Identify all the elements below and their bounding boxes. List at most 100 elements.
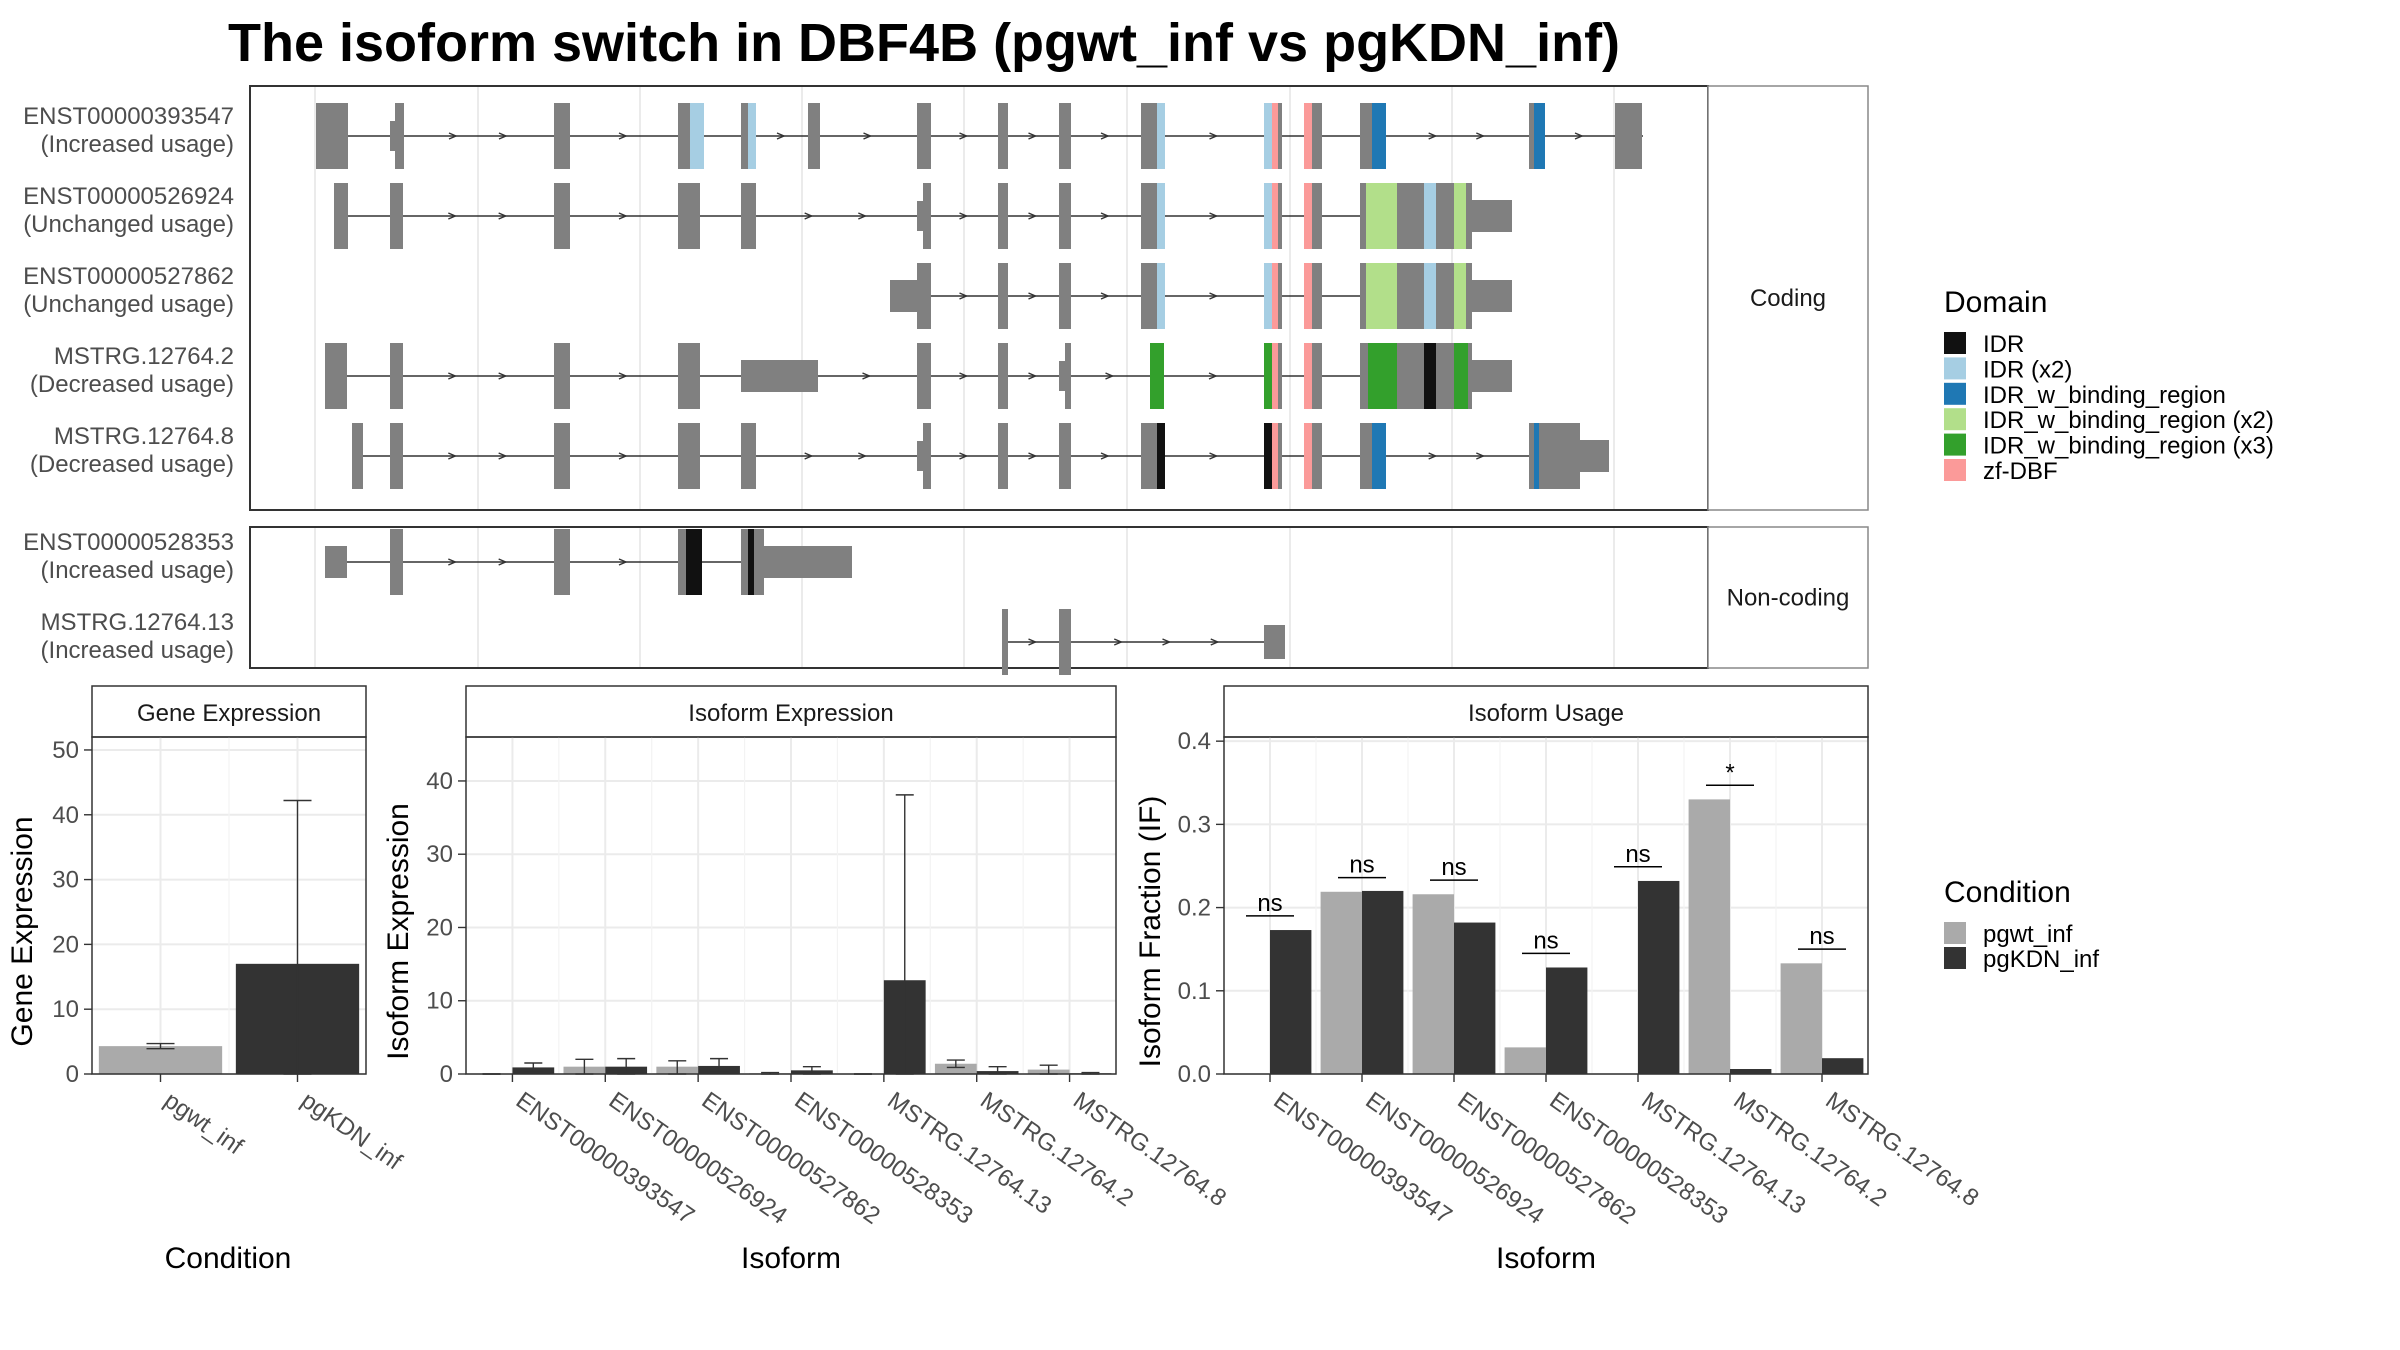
y-axis-title: Isoform Fraction (IF) <box>1134 796 1167 1068</box>
y-tick-label: 30 <box>426 841 453 868</box>
x-tick-label: MSTRG.12764.8 <box>1821 1087 1984 1212</box>
direction-arrow <box>1209 212 1219 220</box>
direction-arrow <box>804 212 814 220</box>
exon <box>1312 183 1322 249</box>
bar-pgKDN_inf <box>1270 930 1312 1074</box>
isoform-id: MSTRG.12764.13 <box>41 609 234 636</box>
exon <box>1615 103 1620 169</box>
direction-arrow <box>1100 212 1110 220</box>
exon <box>1468 343 1472 409</box>
significance-label: ns <box>1441 854 1466 881</box>
exon <box>1059 361 1065 391</box>
direction-arrow <box>1209 132 1219 140</box>
direction-arrow <box>1476 452 1486 460</box>
exon <box>1059 423 1071 489</box>
exon <box>1002 609 1008 675</box>
exon <box>741 360 818 392</box>
domain-block <box>1150 343 1164 409</box>
domain-block <box>1272 183 1278 249</box>
direction-arrow <box>862 372 872 380</box>
y-tick-label: 0.4 <box>1178 728 1211 755</box>
exon <box>554 423 570 489</box>
isoform-id: ENST00000393547 <box>23 103 234 130</box>
exon <box>678 423 700 489</box>
direction-arrow <box>1208 372 1218 380</box>
x-axis-title: Condition <box>165 1242 292 1275</box>
legend-label: IDR_w_binding_region <box>1983 382 2226 409</box>
exon <box>1141 263 1157 329</box>
exon <box>325 343 347 409</box>
transcript-track-4 <box>325 343 1512 409</box>
bar-pgKDN_inf <box>1362 890 1404 1074</box>
domain-block <box>1272 343 1278 409</box>
bar-pgKDN_inf <box>1638 880 1680 1074</box>
legend-swatch <box>1944 382 1966 405</box>
x-tick-label: pgwt_inf <box>159 1087 248 1161</box>
legend-label: pgKDN_inf <box>1983 946 2099 973</box>
y-tick-label: 0.1 <box>1178 978 1211 1005</box>
chart-1: Gene Expression 0 10 20 30 40 50 pgwt_inf pgKDN_… <box>6 685 407 1275</box>
exon <box>1529 423 1534 489</box>
exon <box>1360 103 1372 169</box>
direction-arrow <box>498 212 508 220</box>
exon <box>1472 280 1512 312</box>
domain-block <box>1304 423 1312 489</box>
domain-block <box>1366 183 1397 249</box>
y-tick-label: 20 <box>52 931 79 958</box>
y-tick-label: 0 <box>66 1061 79 1088</box>
transcript-track-7 <box>1002 609 1285 675</box>
error-bar <box>710 1057 729 1073</box>
legend-label: IDR <box>1983 331 2024 358</box>
exon <box>1312 263 1322 329</box>
isoform-usage-note: (Unchanged usage) <box>23 211 234 238</box>
domain-block <box>1264 343 1272 409</box>
domain-block <box>1304 183 1312 249</box>
direction-arrow <box>1162 638 1172 646</box>
chart-strip <box>1223 685 1869 738</box>
exon <box>917 441 923 471</box>
exon <box>1472 200 1512 232</box>
exon <box>390 183 403 249</box>
exon <box>1529 103 1534 169</box>
exon <box>1059 263 1071 329</box>
exon <box>390 529 403 595</box>
legend-swatch <box>1944 922 1966 944</box>
domain-block <box>1368 343 1397 409</box>
y-tick-label: 0.3 <box>1178 811 1211 838</box>
exon <box>1264 625 1285 659</box>
domain-block <box>1304 263 1312 329</box>
direction-arrow <box>1028 292 1038 300</box>
direction-arrow <box>1210 638 1220 646</box>
exon <box>808 103 820 169</box>
exon <box>1059 609 1071 675</box>
direction-arrow <box>1028 132 1038 140</box>
exon <box>1397 263 1424 329</box>
exon <box>1436 263 1454 329</box>
exon <box>678 529 686 595</box>
facet-strip-label-noncoding: Non-coding <box>1727 585 1850 612</box>
x-tick-label: MSTRG.12764.2 <box>975 1087 1138 1212</box>
legend-swatch <box>1944 947 1966 969</box>
y-tick-label: 0.2 <box>1178 895 1211 922</box>
domain-block <box>1157 183 1165 249</box>
direction-arrow <box>498 132 508 140</box>
direction-arrow <box>618 558 628 566</box>
bar-pgwt_inf <box>1412 894 1454 1074</box>
isoform-id: ENST00000527862 <box>23 263 234 290</box>
direction-arrow <box>1100 132 1110 140</box>
facet-strip-label-coding: Coding <box>1750 285 1826 312</box>
y-tick-label: 20 <box>426 914 453 941</box>
exon <box>1312 103 1322 169</box>
y-tick-label: 50 <box>52 737 79 764</box>
exon <box>1466 183 1472 249</box>
y-axis-title: Gene Expression <box>6 816 39 1046</box>
domain-legend-title: Domain <box>1944 286 2047 319</box>
direction-arrow <box>1028 452 1038 460</box>
exon <box>1436 343 1454 409</box>
exon <box>1397 183 1424 249</box>
y-tick-label: 0 <box>440 1061 453 1088</box>
exon <box>554 343 570 409</box>
exon <box>917 343 931 409</box>
exon <box>390 423 403 489</box>
